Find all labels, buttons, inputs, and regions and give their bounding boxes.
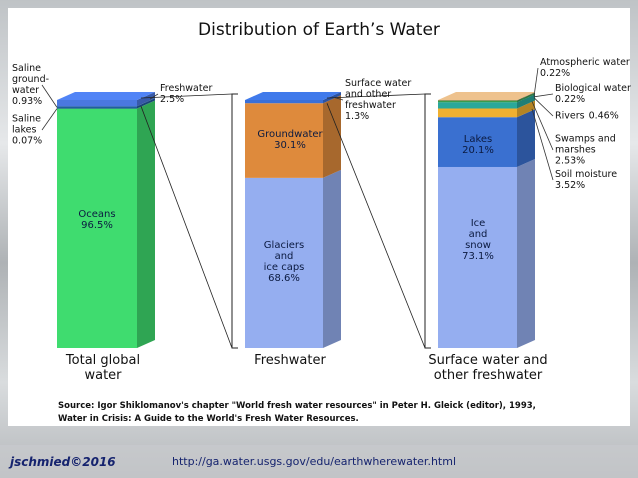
bar-side bbox=[137, 92, 155, 107]
connector bbox=[326, 103, 426, 349]
segment-label: Groundwater 30.1% bbox=[257, 129, 322, 151]
segment-name: Lakes bbox=[463, 134, 493, 145]
value-label: 2.53% bbox=[555, 155, 586, 167]
segment-label: Soil moisture 3.52% bbox=[555, 169, 617, 191]
url: http://ga.water.usgs.gov/edu/earthwherew… bbox=[172, 455, 456, 468]
bar-side bbox=[323, 95, 341, 178]
bar-segment bbox=[245, 103, 323, 178]
x-axis-label: Total global water bbox=[65, 353, 141, 383]
segment-name: Freshwater bbox=[160, 83, 213, 94]
bar-side bbox=[517, 109, 535, 167]
bar-side bbox=[137, 98, 155, 109]
bar-side bbox=[517, 158, 535, 348]
bar-side bbox=[517, 92, 535, 101]
connector bbox=[140, 106, 233, 349]
segment-name: Groundwater bbox=[257, 129, 323, 140]
connector bbox=[326, 93, 426, 99]
segment-label: Ice and snow 73.1% bbox=[462, 218, 494, 262]
bar-side bbox=[517, 93, 535, 103]
segment-label: Oceans 96.5% bbox=[78, 209, 115, 231]
value-label: 30.1% bbox=[274, 140, 306, 151]
leader-line bbox=[531, 101, 554, 151]
leader-line bbox=[531, 108, 554, 181]
value-label: 0.22% bbox=[540, 68, 571, 79]
bracket bbox=[424, 93, 431, 349]
bar-top bbox=[57, 92, 155, 100]
value-label: 0.93% bbox=[12, 96, 43, 107]
segment-label: Saline ground- water 0.93% bbox=[12, 63, 49, 107]
leader-line bbox=[533, 97, 554, 117]
segment-name: Atmospheric water bbox=[540, 57, 630, 68]
chart-title: Distribution of Earth’s Water bbox=[198, 20, 440, 40]
bar-segment bbox=[438, 100, 517, 102]
segment-label: Biological water 0.22% bbox=[555, 83, 631, 105]
leader-line bbox=[533, 67, 539, 97]
bar-side bbox=[517, 92, 535, 102]
bar-top bbox=[438, 92, 535, 100]
segment-name: Surface water and other freshwater bbox=[345, 78, 412, 111]
bar-segment bbox=[438, 117, 517, 167]
x-axis-label: Freshwater bbox=[254, 353, 326, 368]
bar-segment bbox=[57, 100, 137, 107]
segment-name: Saline lakes bbox=[12, 113, 41, 136]
bar-side bbox=[517, 94, 535, 109]
segment-name: Oceans bbox=[78, 209, 116, 220]
segment-label: Glaciers and ice caps 68.6% bbox=[264, 240, 305, 284]
segment-name: Saline ground- water bbox=[12, 63, 50, 96]
value-label: 0.22% bbox=[555, 94, 586, 105]
author: jschmied©2016 bbox=[10, 455, 116, 469]
leader-line bbox=[149, 93, 159, 100]
connector bbox=[140, 93, 233, 99]
segment-name: Ice and snow bbox=[465, 218, 491, 251]
segment-label: Lakes 20.1% bbox=[462, 134, 494, 156]
segment-label: Swamps and marshes 2.53% bbox=[555, 134, 616, 167]
value-label: 2.5% bbox=[160, 94, 185, 105]
bar-segment bbox=[438, 102, 517, 109]
bar-segment bbox=[438, 108, 517, 118]
segment-label: Atmospheric water 0.22% bbox=[540, 57, 630, 79]
value-label: 96.5% bbox=[81, 220, 113, 231]
bar-segment bbox=[438, 166, 517, 348]
segment-name: Soil moisture bbox=[555, 169, 618, 180]
bar-side bbox=[517, 100, 535, 118]
x-axis-label: Surface water and other freshwater bbox=[428, 353, 548, 383]
value-label: 3.52% bbox=[555, 180, 586, 191]
segment-label: Rivers 0.46% bbox=[555, 111, 619, 122]
value-label: 68.6% bbox=[268, 273, 300, 284]
bar-segment bbox=[57, 106, 137, 109]
segment-label: Surface water and other freshwater 1.3% bbox=[345, 78, 411, 122]
segment-name: Biological water bbox=[555, 83, 631, 94]
segment-name: Swamps and marshes bbox=[555, 133, 616, 156]
value-label: 0.46% bbox=[588, 110, 619, 122]
bar-segment bbox=[57, 108, 137, 349]
bar-side bbox=[323, 169, 341, 348]
value-label: 20.1% bbox=[462, 145, 494, 156]
leader-line bbox=[41, 108, 58, 131]
leader-line bbox=[533, 93, 554, 98]
bar-top bbox=[245, 92, 341, 100]
footer-strip bbox=[0, 445, 638, 478]
source-note: Source: Igor Shiklomanov's chapter "Worl… bbox=[58, 401, 536, 424]
value-label: 73.1% bbox=[462, 251, 494, 262]
bar-segment bbox=[438, 100, 517, 101]
bar-segment bbox=[245, 177, 323, 348]
segment-name: Glaciers and ice caps bbox=[263, 240, 305, 273]
leader-line bbox=[41, 84, 58, 108]
bar-segment bbox=[438, 101, 517, 103]
value-label: 0.07% bbox=[12, 135, 43, 147]
segment-name: Rivers bbox=[555, 110, 585, 122]
segment-label: Freshwater 2.5% bbox=[160, 83, 212, 105]
segment-label: Saline lakes 0.07% bbox=[12, 114, 42, 147]
bar-side bbox=[137, 100, 155, 349]
bar-segment bbox=[245, 100, 323, 104]
value-label: 1.3% bbox=[345, 111, 370, 122]
bracket bbox=[231, 93, 238, 349]
